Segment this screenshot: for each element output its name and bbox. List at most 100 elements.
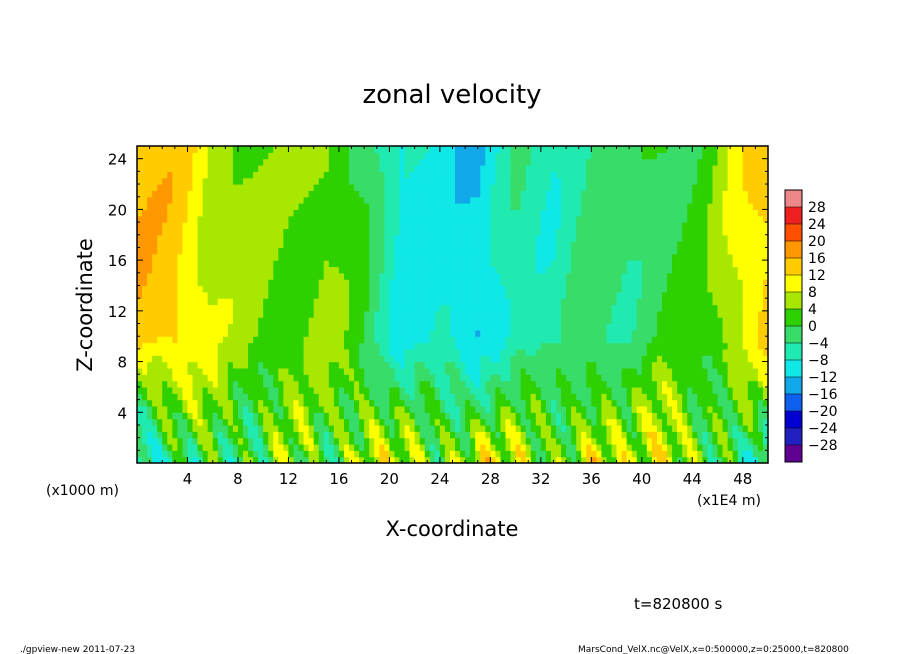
heatmap-cell (535, 443, 542, 451)
heatmap-cell (162, 336, 168, 344)
heatmap-cell (338, 196, 345, 204)
heatmap-cell (197, 405, 204, 413)
heatmap-cell (626, 405, 633, 413)
heatmap-cell (187, 386, 194, 394)
heatmap-cell (439, 329, 446, 337)
heatmap-cell (545, 234, 552, 242)
heatmap-cell (626, 266, 633, 274)
heatmap-cell (460, 253, 466, 261)
heatmap-cell (248, 165, 254, 172)
heatmap-cell (232, 228, 239, 236)
heatmap-cell (212, 336, 219, 344)
heatmap-cell (172, 443, 178, 451)
heatmap-cell (455, 253, 461, 261)
heatmap-cell (485, 247, 491, 255)
heatmap-cell (485, 234, 491, 242)
heatmap-cell (414, 336, 421, 344)
heatmap-cell (338, 374, 345, 382)
heatmap-cell (157, 380, 163, 388)
heatmap-cell (333, 380, 340, 388)
heatmap-cell (576, 367, 582, 375)
heatmap-cell (561, 234, 567, 242)
heatmap-cell (631, 260, 638, 268)
heatmap-cell (429, 386, 436, 394)
heatmap-cell (323, 336, 330, 344)
heatmap-cell (414, 329, 421, 337)
heatmap-cell (187, 304, 194, 312)
heatmap-cell (399, 361, 406, 369)
heatmap-cell (343, 209, 350, 217)
heatmap-cell (248, 177, 254, 185)
heatmap-cell (631, 323, 638, 331)
heatmap-cell (273, 209, 279, 217)
heatmap-cell (616, 260, 623, 268)
heatmap-cell (202, 247, 209, 255)
heatmap-cell (137, 336, 143, 344)
heatmap-cell (232, 266, 239, 274)
heatmap-cell (222, 190, 229, 198)
heatmap-cell (318, 418, 325, 426)
heatmap-cell (147, 222, 153, 230)
heatmap-cell (636, 380, 643, 388)
heatmap-cell (354, 209, 360, 217)
heatmap-cell (465, 342, 471, 350)
heatmap-cell (460, 393, 466, 401)
heatmap-cell (535, 171, 542, 179)
heatmap-cell (379, 304, 385, 312)
heatmap-cell (616, 418, 623, 426)
heatmap-cell (237, 329, 244, 337)
heatmap-cell (566, 317, 572, 325)
heatmap-cell (414, 260, 421, 268)
heatmap-cell (303, 266, 310, 274)
heatmap-cell (364, 241, 370, 249)
heatmap-cell (217, 298, 224, 306)
heatmap-cell (470, 310, 476, 318)
heatmap-cell (449, 393, 456, 401)
heatmap-cell (323, 399, 330, 407)
heatmap-cell (394, 234, 401, 242)
heatmap-cell (202, 228, 209, 236)
heatmap-cell (566, 443, 572, 451)
heatmap-cell (142, 329, 148, 337)
heatmap-cell (399, 456, 406, 463)
heatmap-cell (429, 374, 436, 382)
heatmap-cell (596, 323, 603, 331)
heatmap-cell (606, 272, 613, 280)
heatmap-cell (298, 158, 305, 166)
heatmap-cell (212, 228, 219, 236)
heatmap-cell (338, 152, 345, 160)
heatmap-cell (596, 367, 603, 375)
heatmap-cell (202, 342, 209, 350)
heatmap-cell (601, 209, 608, 217)
heatmap-cell (298, 310, 305, 318)
heatmap-cell (490, 260, 497, 268)
heatmap-cell (192, 247, 199, 255)
heatmap-cell (197, 158, 204, 166)
heatmap-cell (278, 424, 284, 432)
heatmap-cell (333, 355, 340, 363)
heatmap-cell (439, 253, 446, 261)
heatmap-cell (142, 317, 148, 325)
heatmap-cell (303, 336, 310, 344)
heatmap-cell (455, 247, 461, 255)
heatmap-cell (631, 253, 638, 261)
heatmap-cell (525, 203, 532, 210)
heatmap-cell (273, 450, 279, 458)
heatmap-cell (384, 317, 390, 325)
heatmap-cell (606, 399, 613, 407)
heatmap-cell (323, 152, 330, 160)
heatmap-cell (328, 209, 335, 217)
heatmap-cell (283, 158, 290, 166)
heatmap-cell (636, 367, 643, 375)
heatmap-cell (571, 165, 577, 172)
heatmap-cell (444, 437, 451, 445)
heatmap-cell (308, 393, 315, 401)
heatmap-cell (394, 393, 401, 401)
heatmap-cell (449, 336, 456, 344)
heatmap-cell (419, 152, 426, 160)
heatmap-cell (237, 241, 244, 249)
heatmap-cell (313, 158, 320, 166)
heatmap-cell (449, 272, 456, 280)
heatmap-cell (318, 450, 325, 458)
heatmap-cell (248, 203, 254, 210)
